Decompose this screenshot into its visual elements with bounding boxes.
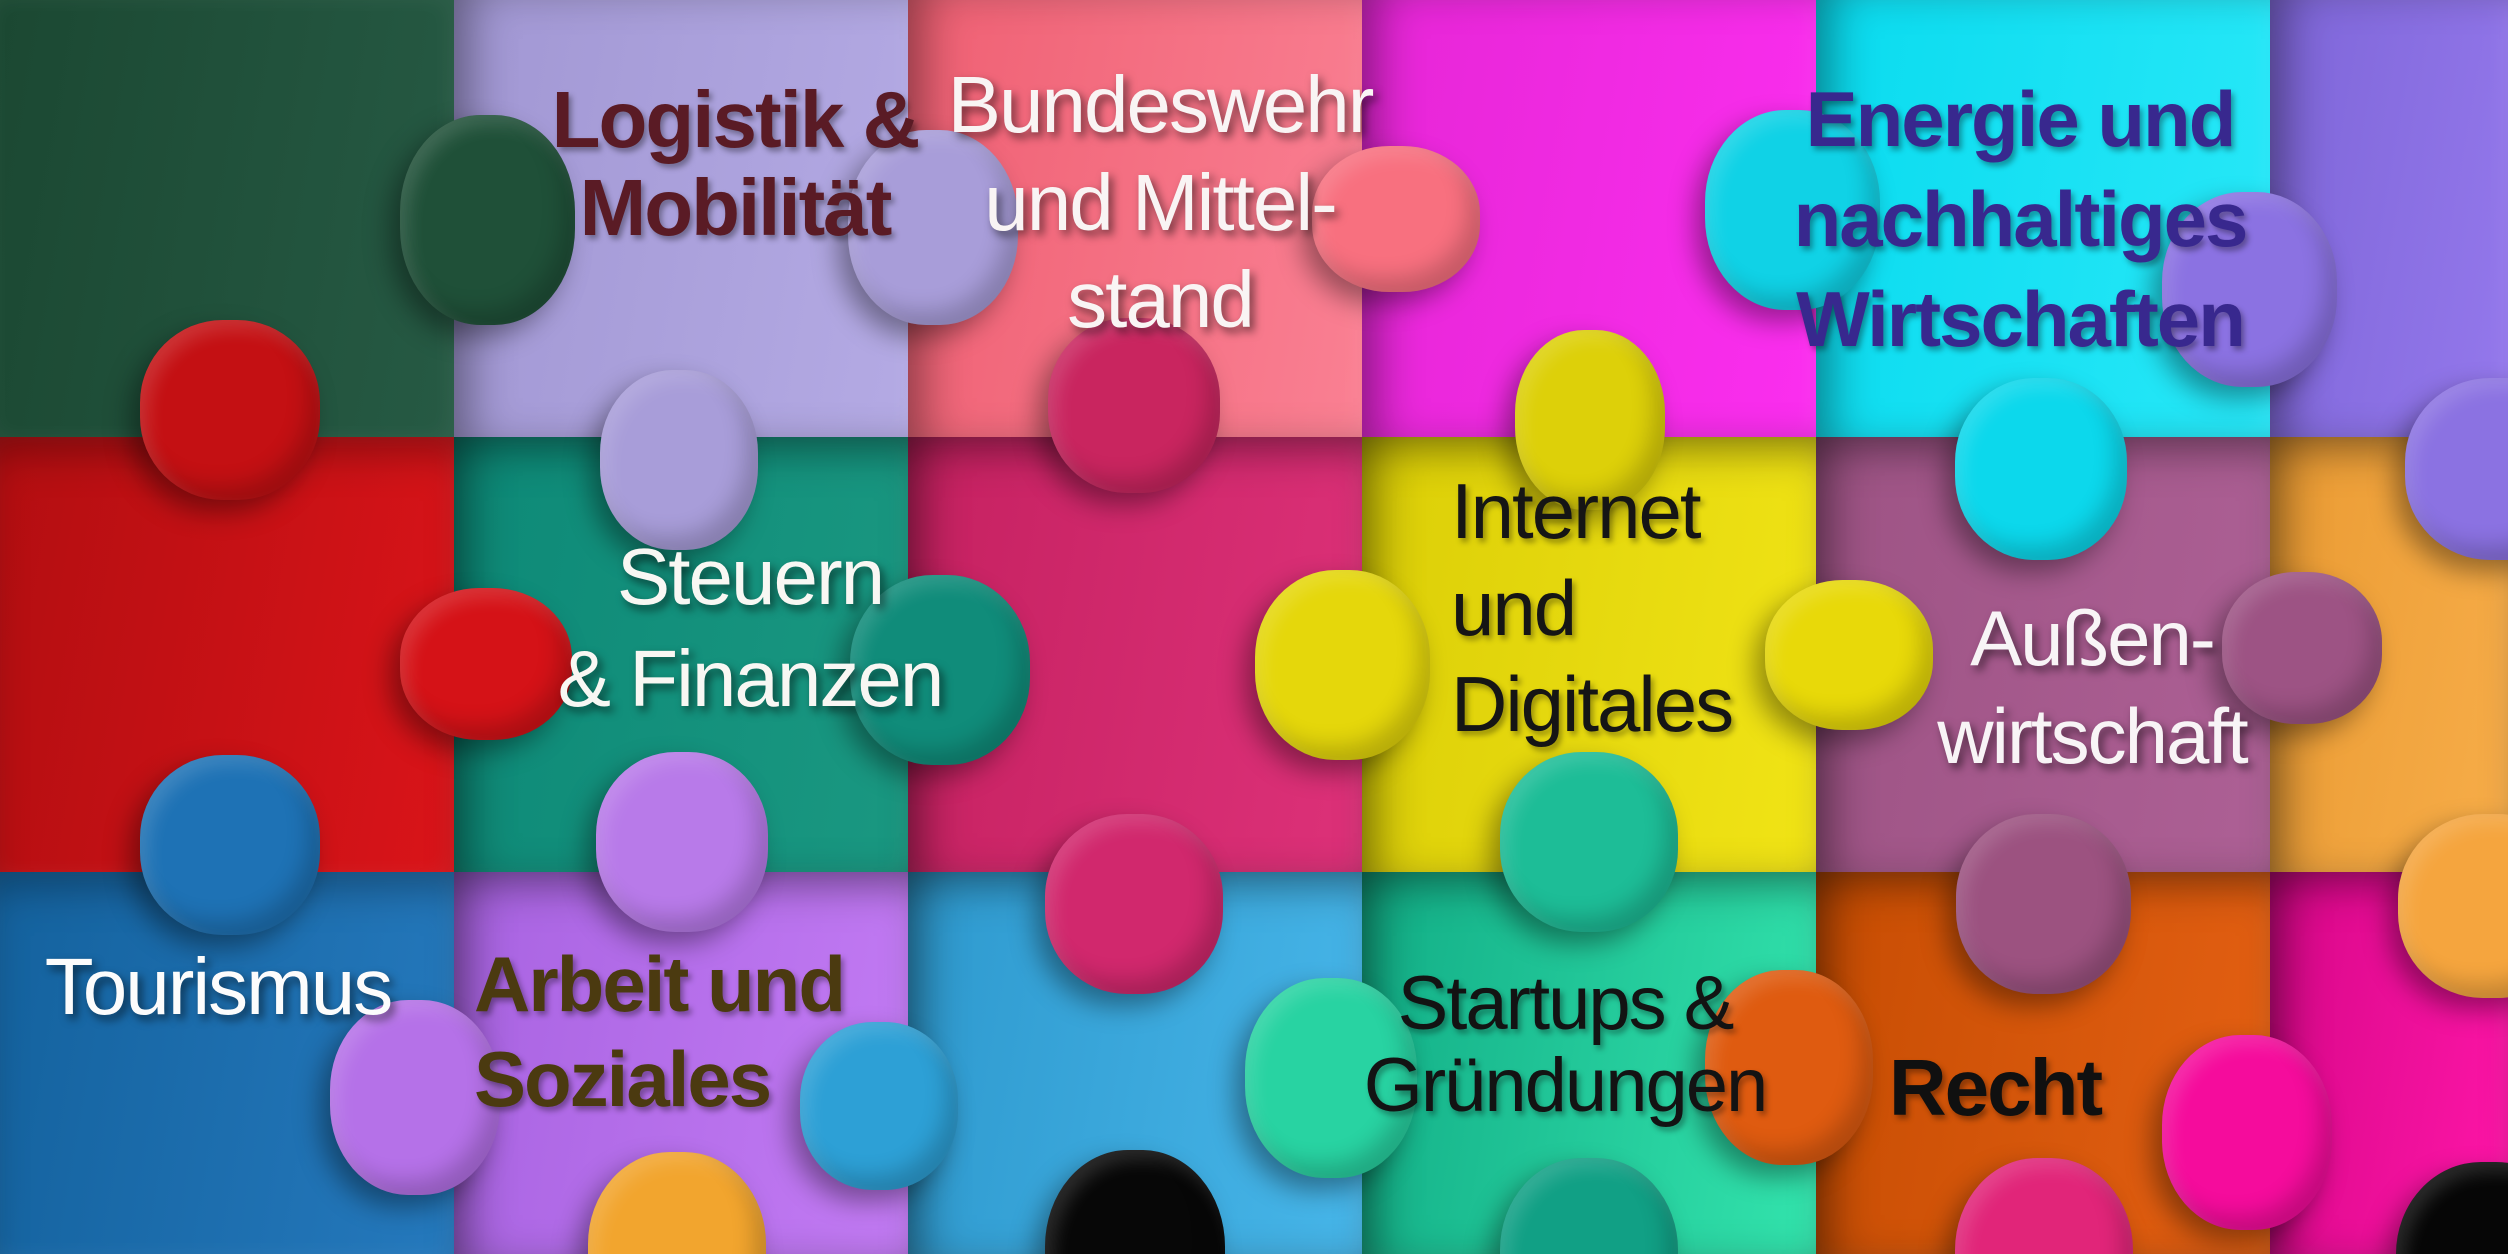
label-arbeit-soziales: Arbeit und Soziales bbox=[474, 940, 846, 1124]
knob-springgreen-up-into-yellow bbox=[1500, 752, 1678, 932]
knob-lavender-down-into-teal bbox=[600, 370, 758, 550]
knob-yellow-up-into-magenta bbox=[1515, 330, 1665, 510]
label-bundeswehr-mittelstand: Bundeswehr und Mittel- stand bbox=[947, 60, 1375, 345]
knob-yellow-into-pink bbox=[1255, 570, 1430, 760]
knob-purple-into-cyan bbox=[2162, 192, 2337, 387]
label-startups-gruendungen: Startups & Gründungen bbox=[1363, 961, 1769, 1129]
label-logistik-mobilitaet: Logistik & Mobilität bbox=[551, 75, 921, 252]
label-internet-digitales: Internet und Digitales bbox=[1451, 467, 1734, 749]
knob-lavender-into-salmon bbox=[848, 130, 1018, 325]
knob-yellow-into-mauve bbox=[1765, 580, 1933, 730]
knob-pink-down-into-lightblue bbox=[1045, 814, 1223, 994]
label-steuern-finanzen: Steuern & Finanzen bbox=[557, 532, 945, 724]
knob-burntorange-into-springgreen bbox=[1705, 970, 1873, 1165]
knob-lightblue-into-violet bbox=[800, 1022, 958, 1190]
knob-cyan-down-into-mauve bbox=[1955, 378, 2127, 560]
label-aussenwirtschaft: Außen- wirtschaft bbox=[1937, 594, 2248, 780]
knob-red-up-into-green bbox=[140, 320, 320, 500]
knob-springgreen-into-lightblue bbox=[1245, 978, 1417, 1178]
knob-mauve-into-orange bbox=[2222, 572, 2382, 724]
knob-hotpink-into-burntorange bbox=[2162, 1035, 2332, 1230]
knob-cyan-into-magenta bbox=[1705, 110, 1880, 310]
knob-red-into-teal bbox=[400, 588, 572, 740]
knob-green-into-lavender bbox=[400, 115, 575, 325]
knob-pink-up-into-salmon bbox=[1048, 318, 1220, 493]
knob-violet-into-blue bbox=[330, 1000, 500, 1195]
label-tourismus: Tourismus bbox=[44, 942, 394, 1031]
knob-mauve-down-into-burntorange bbox=[1956, 814, 2131, 994]
knob-blue-up-into-red bbox=[140, 755, 320, 935]
knob-teal-into-pink bbox=[850, 575, 1030, 765]
label-recht: Recht bbox=[1888, 1043, 2103, 1132]
label-energie-wirtschaften: Energie und nachhaltiges Wirtschaften bbox=[1793, 75, 2249, 363]
knob-violet-up-into-teal bbox=[596, 752, 768, 932]
knob-salmon-into-magenta bbox=[1312, 146, 1480, 292]
